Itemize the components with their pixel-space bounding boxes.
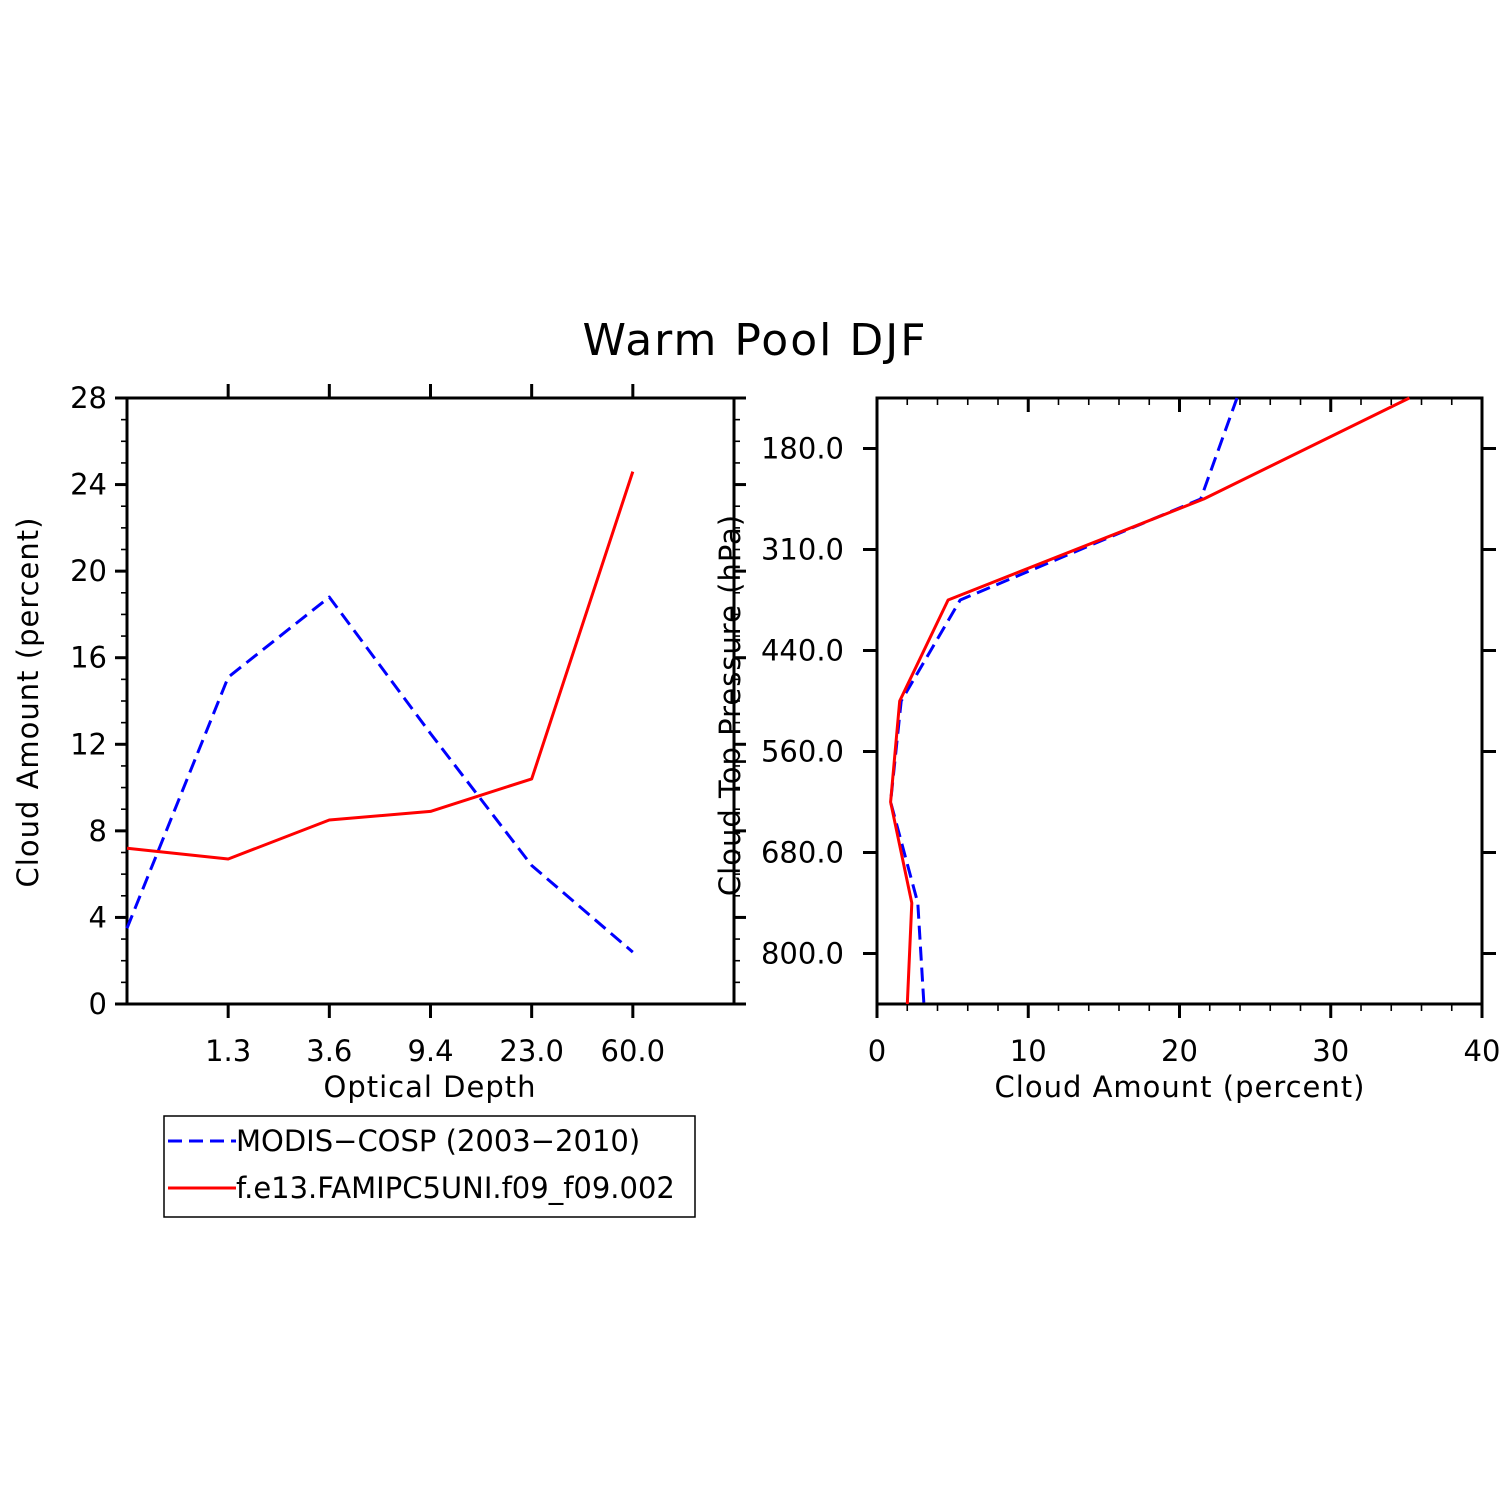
right-plot-frame: [875, 396, 1484, 1006]
left-series-modis-line: [125, 595, 634, 954]
right-x-tick-label: 0: [868, 1034, 886, 1068]
left-x-tick-label: 1.3: [205, 1034, 251, 1068]
pressure-panel: 0 10 20 30 40180.0310.0440.0560.0680.0800.0 …: [713, 396, 1500, 1104]
right-x-axis-label: Cloud Amount (percent): [995, 1070, 1366, 1104]
right-x-tick-label: 20: [1161, 1034, 1198, 1068]
right-series-modis-line: [889, 397, 1239, 1005]
left-x-tick-label: 23.0: [499, 1034, 564, 1068]
right-x-tick-label: 30: [1312, 1034, 1349, 1068]
left-y-axis-label: Cloud Amount (percent): [11, 517, 45, 888]
right-y-tick-label: 560.0: [761, 735, 844, 769]
right-y-axis-label: Cloud Top Pressure (hPa): [713, 514, 747, 896]
right-y-tick-label: 310.0: [761, 533, 844, 567]
right-y-tick-label: 440.0: [761, 634, 844, 668]
right-axis-ticks: 0 10 20 30 40 180.0 310.0 440.0 560.0 680.0 800.0: [761, 398, 1500, 1068]
right-series-model-line: [889, 396, 1411, 1005]
right-series-lines: [889, 396, 1411, 1005]
left-axis-ticks: 0 4 8 12 16 20 24 28 1.3 3.6 9.4 23.0 60.0: [70, 381, 746, 1068]
left-y-tick-label: 4: [89, 900, 107, 934]
legend: MODIS−COSP (2003−2010) f.e13.FAMIPC5UNI.…: [163, 1115, 696, 1218]
right-x-tick-label: 40: [1464, 1034, 1501, 1068]
optical-depth-panel: 0 4 8 12 16 20 24 28 1.3 3.6 9.4 23.0 60.0 Optical D…: [11, 381, 746, 1104]
left-x-tick-label: 60.0: [601, 1034, 666, 1068]
right-y-tick-label: 800.0: [761, 937, 844, 971]
left-x-axis-label: Optical Depth: [324, 1070, 537, 1104]
left-y-tick-label: 8: [89, 814, 107, 848]
left-series-lines: [125, 471, 635, 954]
right-y-tick-label: 180.0: [761, 432, 844, 466]
left-y-tick-label: 16: [70, 641, 107, 675]
left-y-tick-label: 12: [70, 727, 107, 761]
left-y-tick-label: 24: [70, 468, 107, 502]
legend-box: [163, 1115, 696, 1218]
left-x-tick-label: 3.6: [306, 1034, 352, 1068]
left-series-model-line: [126, 471, 635, 861]
legend-label-modis: MODIS−COSP (2003−2010): [236, 1124, 640, 1158]
left-y-tick-label: 0: [89, 987, 107, 1021]
left-y-tick-label: 20: [70, 554, 107, 588]
legend-label-model: f.e13.FAMIPC5UNI.f09_f09.002: [236, 1171, 675, 1205]
left-x-tick-label: 9.4: [407, 1034, 453, 1068]
left-y-tick-label: 28: [70, 381, 107, 415]
chart-title: Warm Pool DJF: [583, 315, 928, 366]
right-y-tick-label: 680.0: [761, 836, 844, 870]
right-x-tick-label: 10: [1010, 1034, 1047, 1068]
